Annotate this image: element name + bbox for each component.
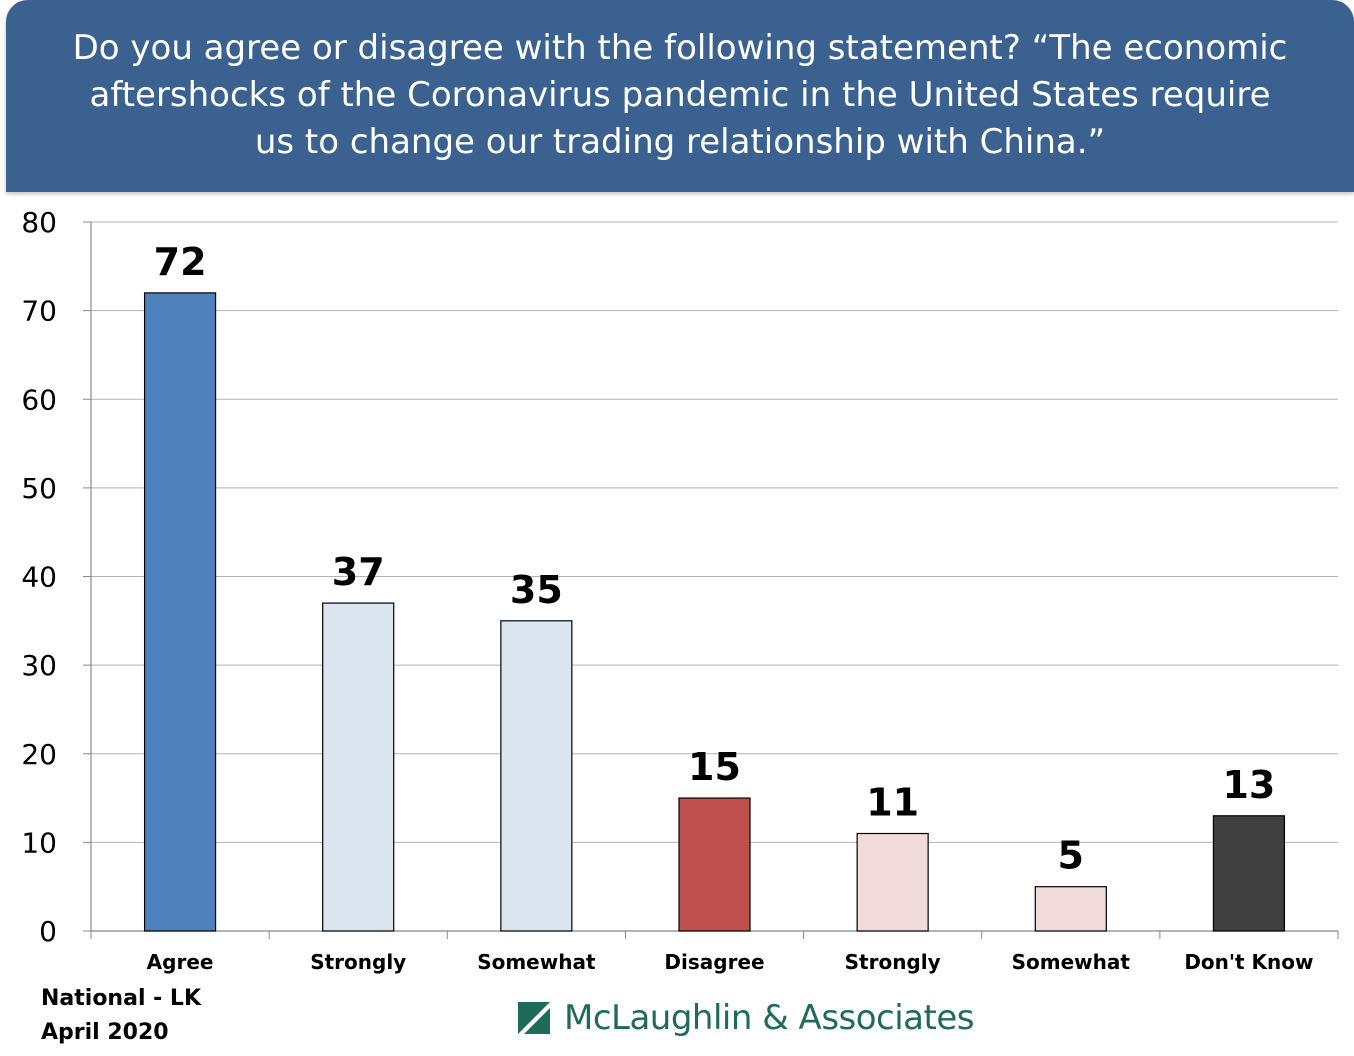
y-tick-label: 40 [21,561,57,594]
data-label: 37 [332,550,385,594]
category-label: Agree [147,950,214,974]
y-tick-label: 20 [21,738,57,771]
bar [678,797,751,932]
category-label: Disagree [664,950,764,974]
chart-title: Do you agree or disagree with the follow… [72,27,1288,162]
survey-sample-label: National - LK [41,986,201,1011]
bar [500,620,573,932]
data-label: 11 [866,781,919,825]
category-label: Strongly [845,950,941,974]
company-logo: McLaughlin & Associates [518,998,974,1038]
y-tick-label: 0 [39,915,57,948]
bar [856,832,929,932]
y-tick-label: 10 [21,826,57,859]
category-label: Strongly [310,950,406,974]
survey-info: National - LK April 2020 [41,982,201,1050]
survey-date-label: April 2020 [41,1020,169,1045]
y-tick-label: 60 [21,383,57,416]
title-banner: Do you agree or disagree with the follow… [6,0,1354,192]
y-tick-label: 70 [21,295,57,328]
data-label: 72 [154,240,207,284]
data-label: 13 [1222,763,1275,807]
data-label: 15 [688,745,741,789]
bar [143,292,217,932]
logo-mark-icon [518,1002,550,1034]
y-tick-label: 80 [21,206,57,239]
bar [1034,886,1107,932]
company-name: McLaughlin & Associates [564,998,974,1038]
bar [322,602,395,932]
category-label: Somewhat [1012,950,1131,974]
data-label: 35 [510,568,563,612]
data-label: 5 [1058,834,1084,878]
y-tick-label: 30 [21,649,57,682]
category-label: Don't Know [1184,950,1313,974]
category-label: Somewhat [477,950,596,974]
bar-chart: 0 10 20 30 40 50 60 70 80 72 Agree 37 Strongly 35 Some… [21,206,1339,974]
y-tick-label: 50 [21,472,57,505]
bar [1212,815,1286,932]
